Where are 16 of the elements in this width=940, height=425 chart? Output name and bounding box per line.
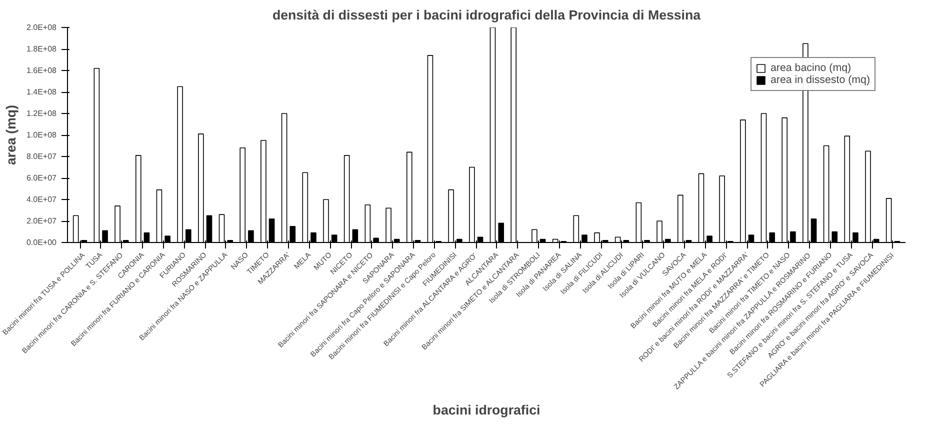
y-tick-label: 1.2E+08 [26, 109, 58, 118]
y-tick-label: 2.0E+08 [26, 23, 58, 32]
y-tick-label: 1.4E+08 [26, 88, 58, 96]
legend-label: area bacino (mq) [770, 62, 852, 74]
y-tick-label: 1.6E+08 [26, 66, 58, 75]
chart-title: densità di dissesti per i bacini idrografici della Provincia di Messina [272, 8, 702, 22]
y-axis-title: area (mq) [3, 105, 18, 165]
y-tick-label: 0.0E+00 [26, 238, 58, 247]
y-tick-label: 8.0E+07 [26, 152, 58, 161]
x-axis-title: bacini idrografici [432, 402, 540, 418]
y-tick-label: 2.0E+07 [26, 216, 58, 226]
y-tick-label: 1.8E+08 [26, 44, 58, 54]
legend-label: area in dissesto (mq) [770, 74, 870, 86]
y-tick-label: 4.0E+07 [26, 195, 58, 204]
y-tick-label: 1.0E+08 [26, 130, 58, 140]
y-tick-label: 6.0E+07 [26, 174, 58, 182]
